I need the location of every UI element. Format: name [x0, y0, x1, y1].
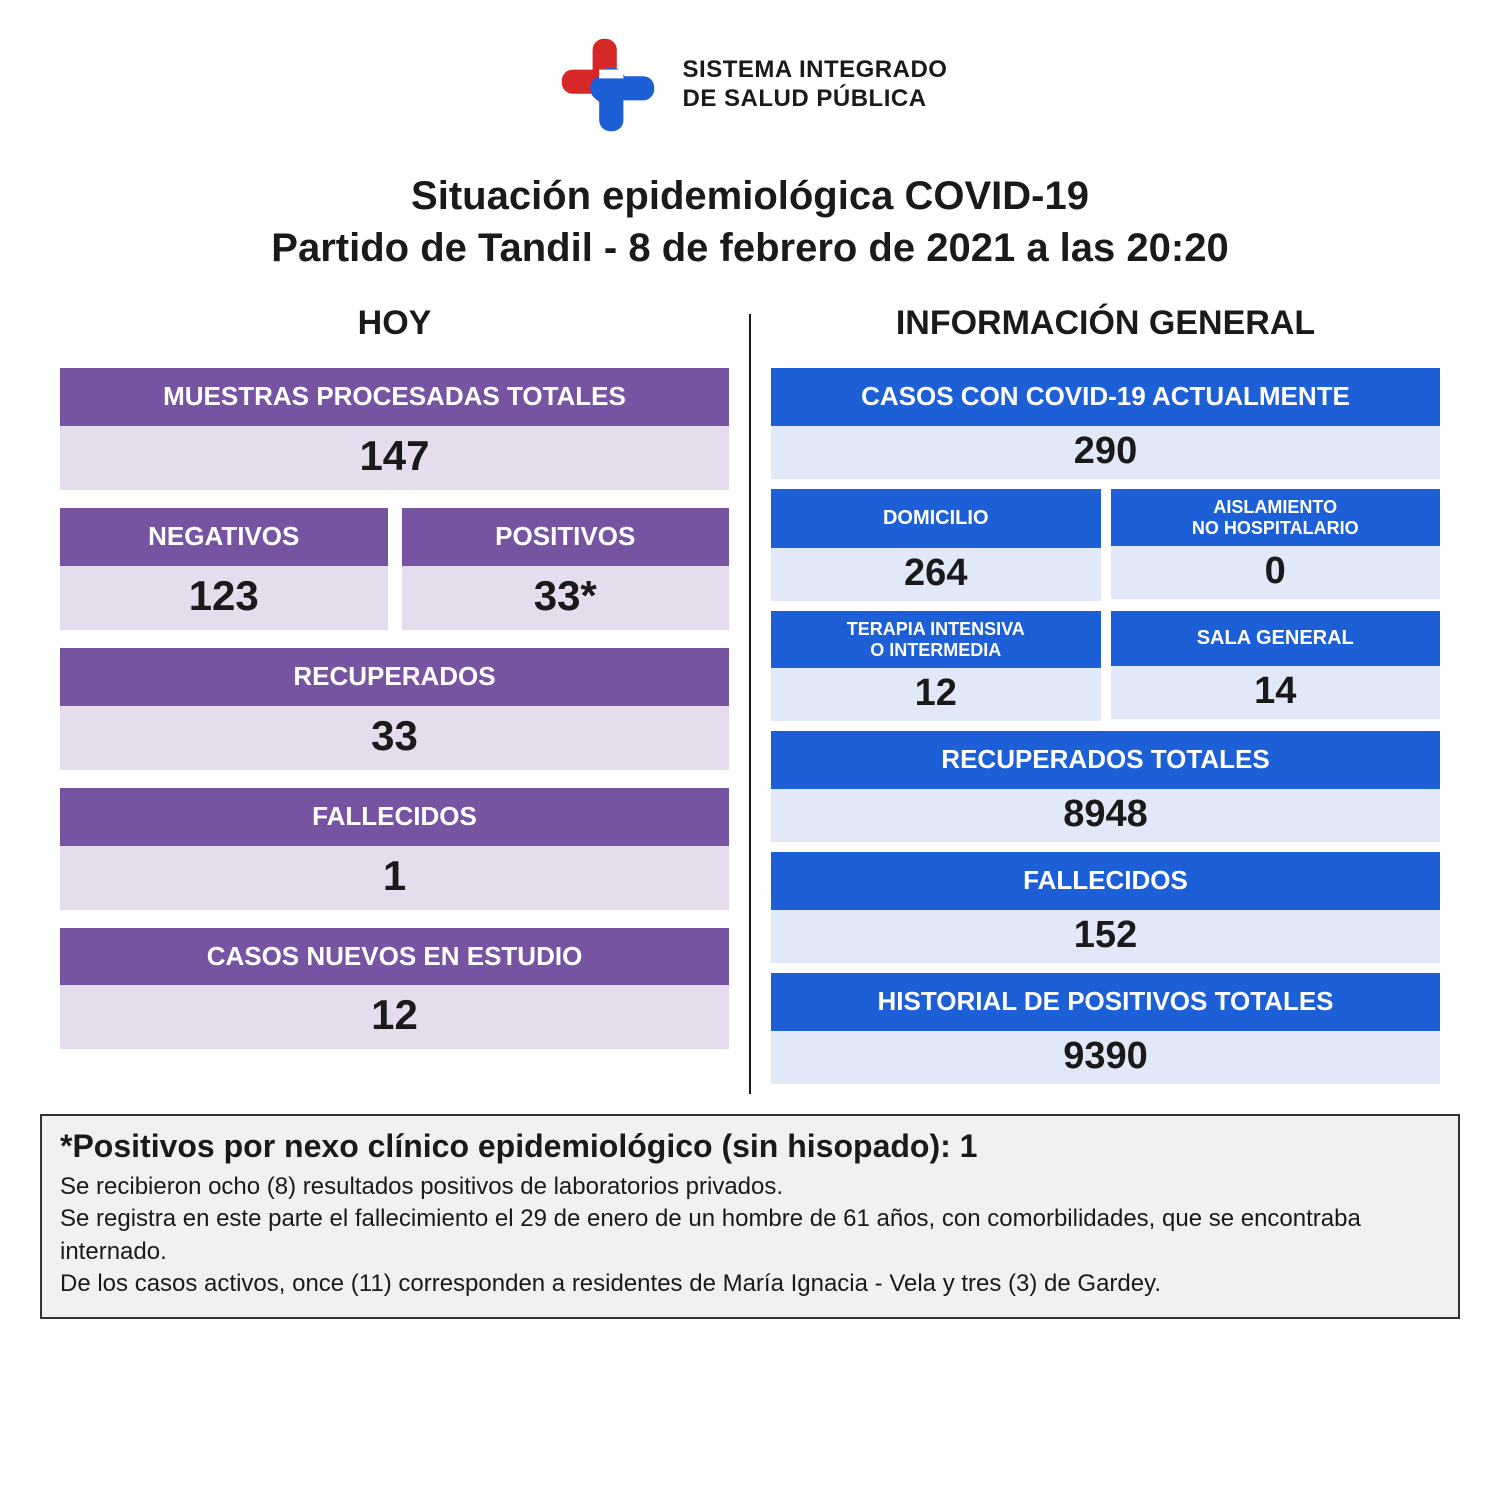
recovered-total-label: RECUPERADOS TOTALES [771, 731, 1440, 789]
isolation-label-l2: NO HOSPITALARIO [1192, 518, 1359, 538]
recovered-total-block: RECUPERADOS TOTALES 8948 [771, 731, 1440, 842]
new-study-block: CASOS NUEVOS EN ESTUDIO 12 [60, 928, 729, 1050]
ward-value: 14 [1111, 666, 1441, 719]
footer-box: *Positivos por nexo clínico epidemiológi… [40, 1114, 1460, 1319]
negatives-label: NEGATIVOS [60, 508, 388, 566]
recovered-value: 33 [60, 706, 729, 770]
processed-label: MUESTRAS PROCESADAS TOTALES [60, 368, 729, 426]
deaths-total-label: FALLECIDOS [771, 852, 1440, 910]
columns: HOY MUESTRAS PROCESADAS TOTALES 147 NEGA… [40, 304, 1460, 1094]
col-today: HOY MUESTRAS PROCESADAS TOTALES 147 NEGA… [40, 304, 749, 1094]
positives-total-block: HISTORIAL DE POSITIVOS TOTALES 9390 [771, 973, 1440, 1084]
isolation-value: 0 [1111, 546, 1441, 599]
col-today-heading: HOY [60, 304, 729, 343]
deaths-total-block: FALLECIDOS 152 [771, 852, 1440, 963]
icu-block: TERAPIA INTENSIVA O INTERMEDIA 12 [771, 611, 1101, 721]
footer-main: *Positivos por nexo clínico epidemiológi… [60, 1128, 1440, 1165]
new-study-value: 12 [60, 985, 729, 1049]
ward-block: SALA GENERAL 14 [1111, 611, 1441, 721]
positives-total-value: 9390 [771, 1031, 1440, 1084]
ward-label: SALA GENERAL [1111, 611, 1441, 666]
icu-ward-pair: TERAPIA INTENSIVA O INTERMEDIA 12 SALA G… [771, 611, 1440, 721]
title-line1: Situación epidemiológica COVID-19 [40, 170, 1460, 222]
footer-line-2: De los casos activos, once (11) correspo… [60, 1268, 1440, 1300]
current-value: 290 [771, 426, 1440, 479]
positives-block: POSITIVOS 33* [402, 508, 730, 630]
home-iso-pair: DOMICILIO 264 AISLAMIENTO NO HOSPITALARI… [771, 489, 1440, 601]
footer-line-1: Se registra en este parte el fallecimien… [60, 1203, 1440, 1268]
title-block: Situación epidemiológica COVID-19 Partid… [40, 170, 1460, 274]
icu-label-l2: O INTERMEDIA [870, 640, 1001, 660]
recovered-label: RECUPERADOS [60, 648, 729, 706]
deaths-total-value: 152 [771, 910, 1440, 963]
home-label: DOMICILIO [771, 489, 1101, 548]
footer-line-0: Se recibieron ocho (8) resultados positi… [60, 1171, 1440, 1203]
home-value: 264 [771, 548, 1101, 601]
positives-label: POSITIVOS [402, 508, 730, 566]
processed-value: 147 [60, 426, 729, 490]
negatives-value: 123 [60, 566, 388, 630]
deaths-value: 1 [60, 846, 729, 910]
org-name-line2: DE SALUD PÚBLICA [683, 85, 948, 114]
org-name-line1: SISTEMA INTEGRADO [683, 56, 948, 85]
new-study-label: CASOS NUEVOS EN ESTUDIO [60, 928, 729, 986]
neg-pos-pair: NEGATIVOS 123 POSITIVOS 33* [60, 508, 729, 630]
icu-value: 12 [771, 668, 1101, 721]
recovered-block: RECUPERADOS 33 [60, 648, 729, 770]
header: SISTEMA INTEGRADO DE SALUD PÚBLICA [40, 30, 1460, 140]
current-label: CASOS CON COVID-19 ACTUALMENTE [771, 368, 1440, 426]
org-logo-icon [553, 30, 663, 140]
home-block: DOMICILIO 264 [771, 489, 1101, 601]
isolation-label: AISLAMIENTO NO HOSPITALARIO [1111, 489, 1441, 546]
isolation-label-l1: AISLAMIENTO [1213, 497, 1337, 517]
negatives-block: NEGATIVOS 123 [60, 508, 388, 630]
isolation-block: AISLAMIENTO NO HOSPITALARIO 0 [1111, 489, 1441, 601]
col-general: INFORMACIÓN GENERAL CASOS CON COVID-19 A… [751, 304, 1460, 1094]
positives-value: 33* [402, 566, 730, 630]
title-line2: Partido de Tandil - 8 de febrero de 2021… [40, 222, 1460, 274]
positives-total-label: HISTORIAL DE POSITIVOS TOTALES [771, 973, 1440, 1031]
current-block: CASOS CON COVID-19 ACTUALMENTE 290 [771, 368, 1440, 479]
recovered-total-value: 8948 [771, 789, 1440, 842]
org-name: SISTEMA INTEGRADO DE SALUD PÚBLICA [683, 56, 948, 114]
icu-label-l1: TERAPIA INTENSIVA [847, 619, 1025, 639]
deaths-block: FALLECIDOS 1 [60, 788, 729, 910]
col-general-heading: INFORMACIÓN GENERAL [771, 304, 1440, 343]
deaths-label: FALLECIDOS [60, 788, 729, 846]
icu-label: TERAPIA INTENSIVA O INTERMEDIA [771, 611, 1101, 668]
processed-block: MUESTRAS PROCESADAS TOTALES 147 [60, 368, 729, 490]
